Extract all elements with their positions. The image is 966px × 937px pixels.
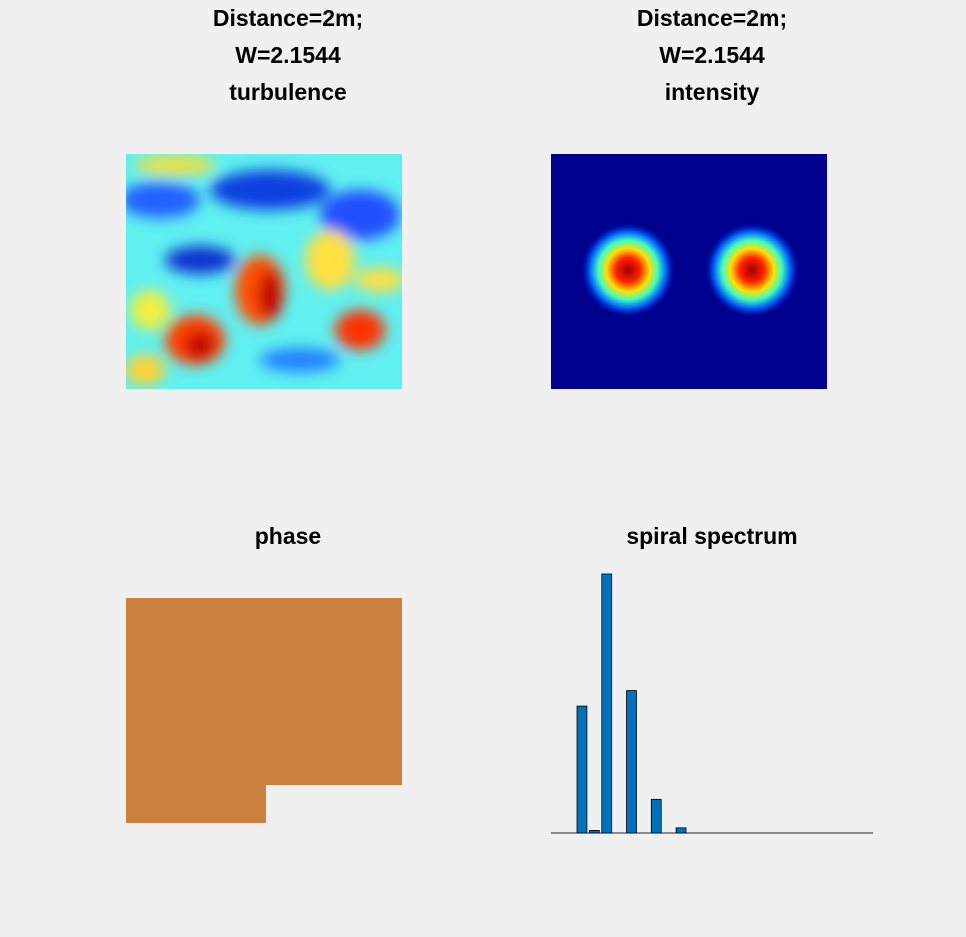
panel-title: W=2.1544	[659, 42, 765, 68]
panel-title: Distance=2m;	[637, 5, 787, 31]
turbulence-image	[126, 154, 402, 389]
chart-title: spiral spectrum	[626, 523, 797, 549]
panel-title: Distance=2m;	[213, 5, 363, 31]
bar	[650, 798, 662, 834]
phase-image	[126, 598, 402, 823]
panel-title: turbulence	[229, 79, 347, 105]
bar	[588, 830, 600, 834]
intensity-image	[551, 154, 827, 389]
panel-title: intensity	[665, 79, 760, 105]
panel-title: W=2.1544	[235, 42, 341, 68]
bar	[675, 827, 687, 834]
bar	[626, 690, 637, 834]
panel-title: phase	[255, 523, 321, 549]
bar	[576, 705, 588, 834]
bar	[601, 573, 613, 834]
